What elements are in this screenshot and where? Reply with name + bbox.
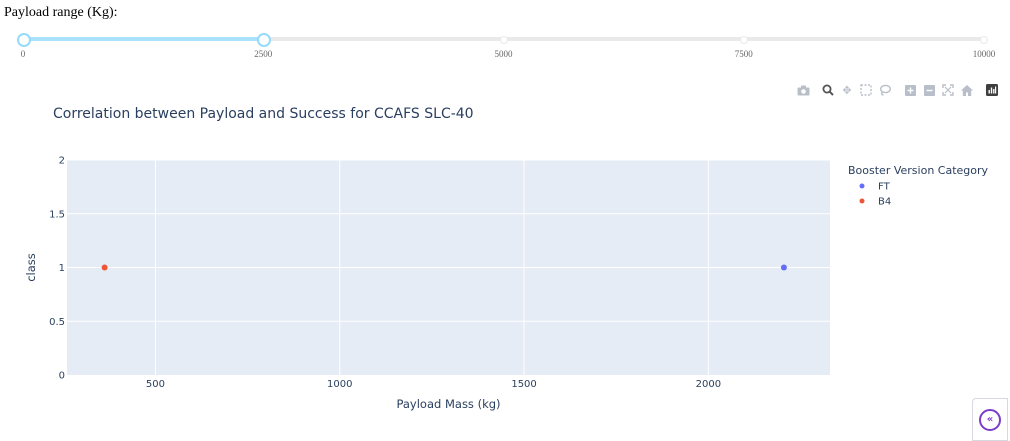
slider-mark-label[interactable]: 5000 [494, 49, 513, 59]
y-tick-label: 1.5 [49, 209, 65, 220]
legend-label-b4[interactable]: B4 [878, 197, 891, 208]
plotly-logo-icon[interactable] [984, 82, 1000, 98]
slider-handle-min[interactable] [17, 33, 31, 47]
collapse-chevrons-icon: « [979, 408, 1001, 431]
slider-dot[interactable] [980, 36, 988, 44]
slider-mark-label[interactable]: 2500 [254, 49, 273, 59]
payload-range-slider[interactable]: 0 2500 5000 7500 10000 [0, 28, 1010, 68]
camera-icon[interactable] [795, 82, 811, 98]
debug-menu-toggle-button[interactable]: « [972, 398, 1008, 441]
autoscale-icon[interactable] [940, 82, 956, 98]
x-tick-label: 1000 [327, 379, 352, 390]
modebar: ✥ [792, 82, 1000, 98]
pan-icon[interactable]: ✥ [842, 83, 852, 97]
y-tick-label: 0 [59, 371, 65, 382]
y-tick-label: 2 [59, 156, 65, 167]
box-select-icon[interactable] [858, 82, 874, 98]
y-axis-title: class [24, 253, 38, 282]
slider-mark-label[interactable]: 10000 [972, 49, 996, 59]
slider-dot[interactable] [499, 36, 508, 44]
legend-marker-ft[interactable] [859, 183, 865, 189]
lasso-icon[interactable] [877, 82, 893, 98]
zoom-in-icon[interactable] [902, 82, 918, 98]
y-tick-label: 0.5 [49, 317, 65, 328]
x-tick-label: 500 [146, 379, 165, 390]
data-point-b4[interactable] [101, 264, 108, 271]
zoom-out-icon[interactable] [921, 82, 937, 98]
x-axis-title: Payload Mass (kg) [396, 397, 500, 411]
slider-dot[interactable] [739, 36, 748, 44]
slider-mark-label[interactable]: 7500 [734, 49, 753, 59]
chart-title: Correlation between Payload and Success … [53, 106, 474, 122]
zoom-icon[interactable] [820, 82, 836, 98]
legend-label-ft[interactable]: FT [878, 182, 891, 193]
legend-title: Booster Version Category [848, 164, 989, 177]
slider-handle-max[interactable] [257, 33, 272, 47]
x-tick-label: 1500 [511, 379, 536, 390]
reset-axes-icon[interactable] [959, 82, 975, 98]
payload-range-label: Payload range (Kg): [4, 5, 118, 20]
x-tick-label: 2000 [696, 379, 721, 390]
legend-marker-b4[interactable] [859, 198, 865, 204]
slider-track [23, 37, 264, 41]
y-tick-label: 1 [59, 263, 65, 274]
data-point-ft[interactable] [780, 264, 787, 271]
slider-mark-label[interactable]: 0 [20, 49, 26, 59]
